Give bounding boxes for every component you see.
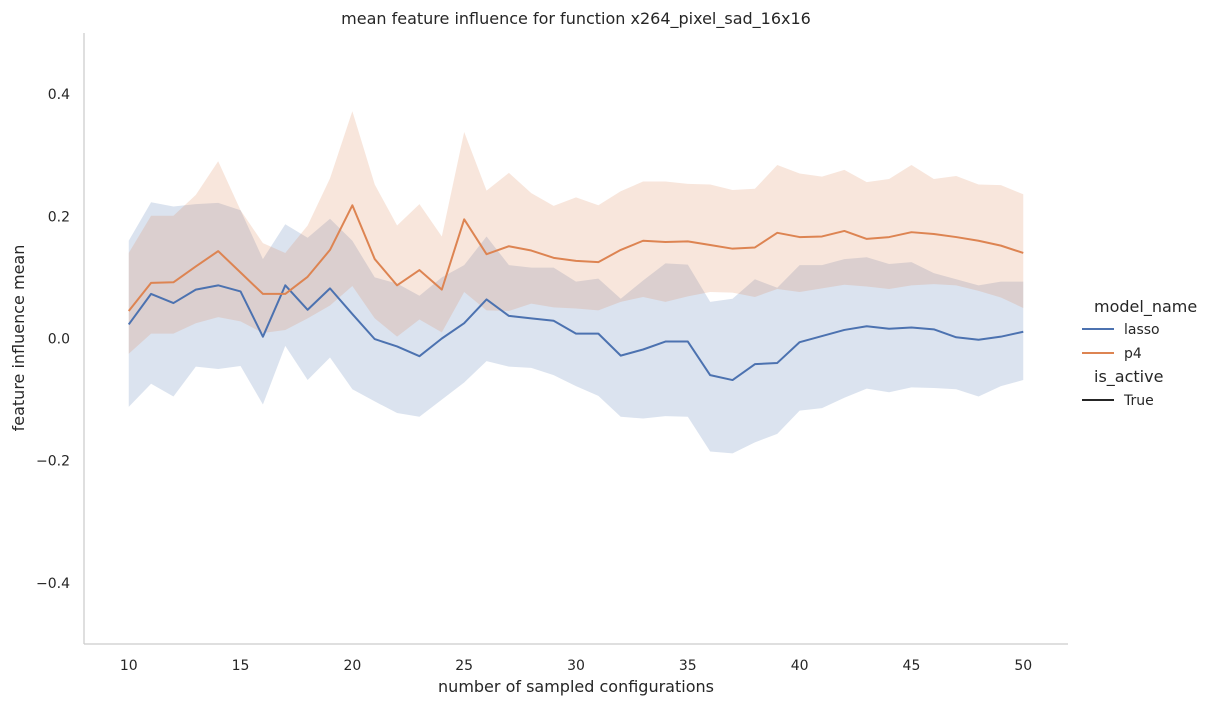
x-tick-label: 45 bbox=[903, 658, 921, 674]
x-tick-label: 20 bbox=[343, 658, 361, 674]
x-tick-label: 35 bbox=[679, 658, 697, 674]
legend-label-p4: p4 bbox=[1124, 346, 1142, 362]
y-tick-label: 0.2 bbox=[48, 209, 70, 225]
legend: model_name lasso p4 is_active True bbox=[1082, 297, 1197, 409]
x-tick-label: 25 bbox=[455, 658, 473, 674]
x-tick-label: 10 bbox=[120, 658, 138, 674]
y-axis-label: feature influence mean bbox=[9, 245, 28, 432]
legend-label-true: True bbox=[1123, 393, 1154, 409]
band-lasso bbox=[128, 202, 1024, 454]
series-line-p4 bbox=[127, 204, 1024, 312]
chart-title: mean feature influence for function x264… bbox=[341, 9, 811, 29]
y-tick-label: 0.4 bbox=[48, 87, 70, 103]
y-tick-label: −0.2 bbox=[36, 454, 70, 470]
x-tick-label: 50 bbox=[1014, 658, 1032, 674]
x-tick-label: 40 bbox=[791, 658, 809, 674]
y-tick-label: −0.4 bbox=[36, 576, 70, 592]
confidence-bands bbox=[128, 111, 1024, 454]
y-tick-labels: −0.4 −0.2 0.0 0.2 0.4 bbox=[36, 87, 70, 592]
legend-hue-title: model_name bbox=[1094, 297, 1197, 317]
series-lines bbox=[127, 204, 1024, 382]
legend-style-title: is_active bbox=[1094, 367, 1163, 387]
x-tick-labels: 10 15 20 25 30 35 40 45 50 bbox=[120, 658, 1032, 674]
x-tick-label: 30 bbox=[567, 658, 585, 674]
x-axis-label: number of sampled configurations bbox=[438, 677, 714, 696]
series-line-lasso bbox=[127, 284, 1024, 382]
x-tick-label: 15 bbox=[232, 658, 250, 674]
y-tick-label: 0.0 bbox=[48, 332, 70, 348]
legend-label-lasso: lasso bbox=[1124, 322, 1160, 338]
band-p4 bbox=[128, 111, 1024, 354]
